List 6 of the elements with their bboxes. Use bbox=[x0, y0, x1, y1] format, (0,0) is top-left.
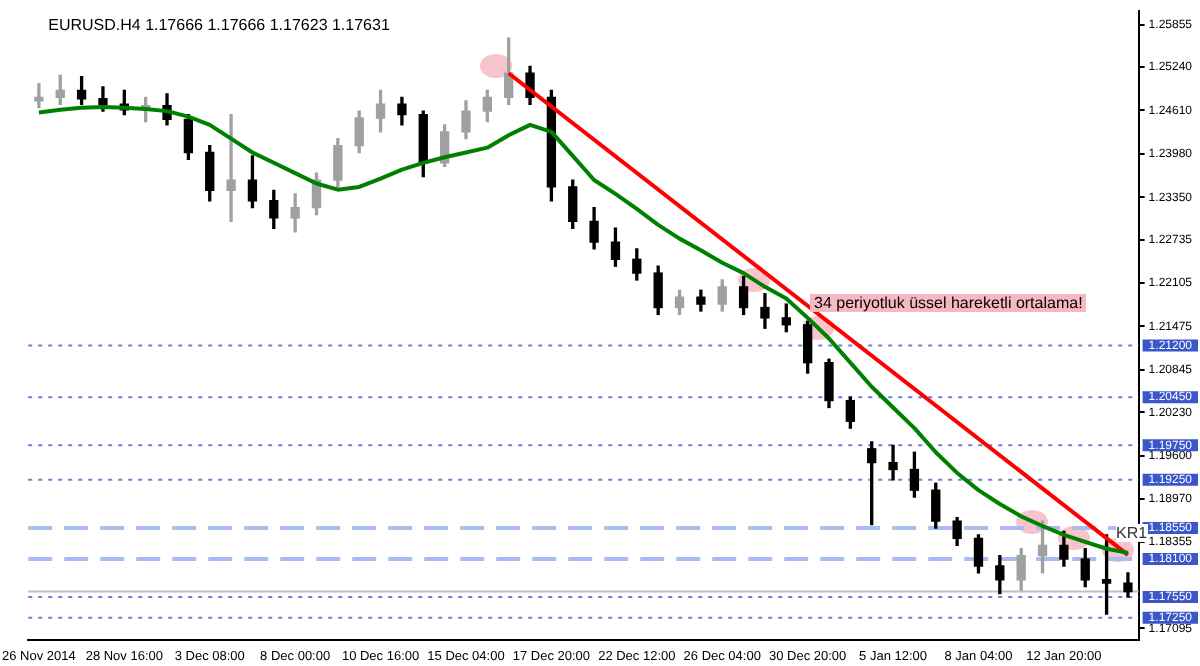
candlestick bbox=[226, 113, 236, 223]
candlestick bbox=[34, 82, 44, 109]
candlestick bbox=[888, 444, 898, 481]
annotation: KR1 bbox=[1116, 524, 1148, 542]
chart-title: EURUSD.H4 1.17666 1.17666 1.17623 1.17631 bbox=[48, 15, 391, 34]
annotation: 34 periyotluk üssel hareketli ortalama! bbox=[810, 294, 1087, 312]
